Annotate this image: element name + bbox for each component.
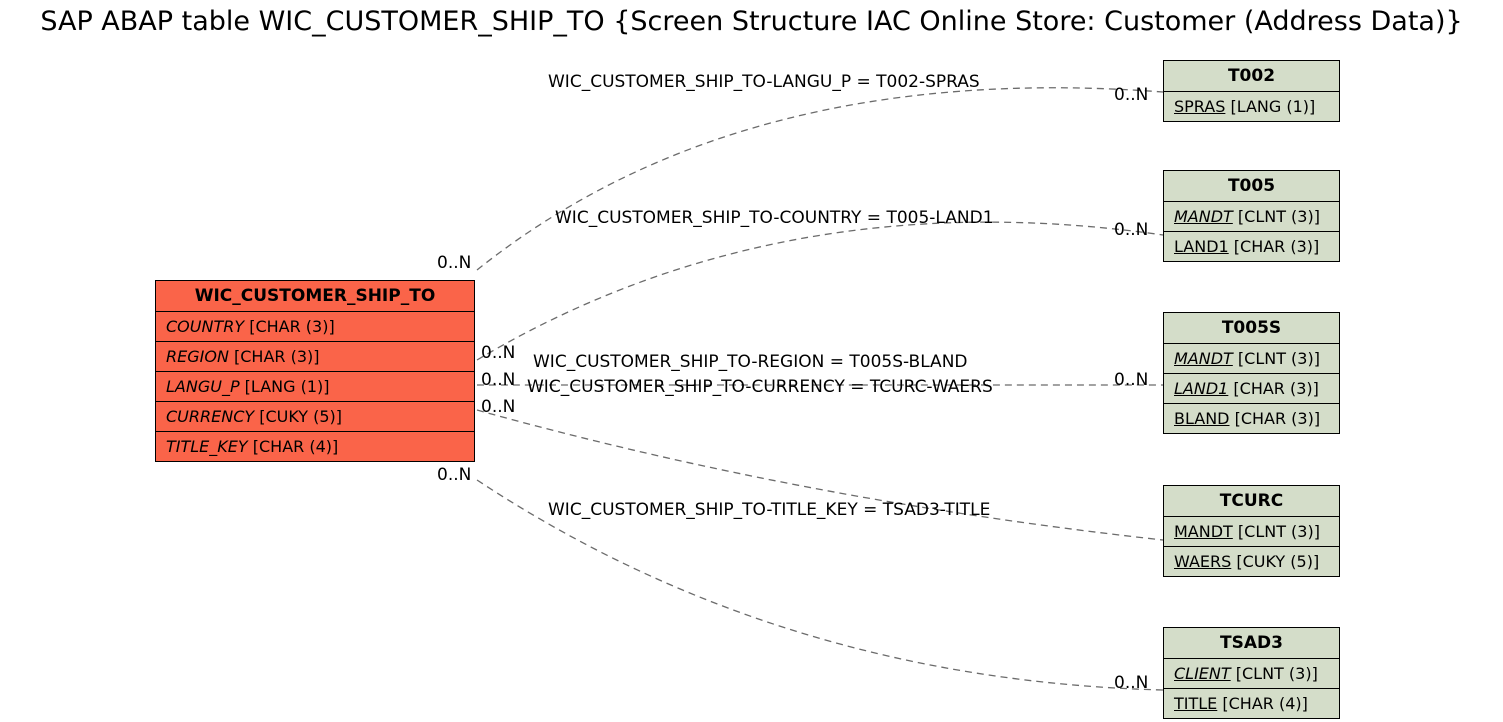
ref-table-t005s: T005SMANDT [CLNT (3)]LAND1 [CHAR (3)]BLA… xyxy=(1163,312,1340,434)
main-table-row: COUNTRY [CHAR (3)] xyxy=(156,312,474,342)
cardinality-right: 0..N xyxy=(1114,673,1148,693)
ref-table-tcurc: TCURCMANDT [CLNT (3)]WAERS [CUKY (5)] xyxy=(1163,485,1340,577)
main-table-row: LANGU_P [LANG (1)] xyxy=(156,372,474,402)
ref-table-row: CLIENT [CLNT (3)] xyxy=(1164,659,1339,689)
ref-table-row: MANDT [CLNT (3)] xyxy=(1164,202,1339,232)
ref-table-row: SPRAS [LANG (1)] xyxy=(1164,92,1339,121)
ref-table-header: TCURC xyxy=(1164,486,1339,517)
connector-line xyxy=(477,410,1163,540)
connector-line xyxy=(477,222,1163,360)
ref-table-row: TITLE [CHAR (4)] xyxy=(1164,689,1339,718)
main-table-header: WIC_CUSTOMER_SHIP_TO xyxy=(156,281,474,312)
ref-table-t002: T002SPRAS [LANG (1)] xyxy=(1163,60,1340,122)
relation-label: WIC_CUSTOMER_SHIP_TO-COUNTRY = T005-LAND… xyxy=(555,208,994,228)
ref-table-row: MANDT [CLNT (3)] xyxy=(1164,344,1339,374)
ref-table-t005: T005MANDT [CLNT (3)]LAND1 [CHAR (3)] xyxy=(1163,170,1340,262)
main-table-row: CURRENCY [CUKY (5)] xyxy=(156,402,474,432)
main-table-row: TITLE_KEY [CHAR (4)] xyxy=(156,432,474,461)
ref-table-row: MANDT [CLNT (3)] xyxy=(1164,517,1339,547)
main-table-row: REGION [CHAR (3)] xyxy=(156,342,474,372)
relation-label: WIC_CUSTOMER_SHIP_TO-TITLE_KEY = TSAD3-T… xyxy=(548,500,990,520)
cardinality-left: 0..N xyxy=(437,253,471,273)
ref-table-row: LAND1 [CHAR (3)] xyxy=(1164,374,1339,404)
ref-table-row: WAERS [CUKY (5)] xyxy=(1164,547,1339,576)
main-table: WIC_CUSTOMER_SHIP_TO COUNTRY [CHAR (3)]R… xyxy=(155,280,475,462)
connector-line xyxy=(477,88,1163,270)
ref-table-header: TSAD3 xyxy=(1164,628,1339,659)
cardinality-left: 0..N xyxy=(481,343,515,363)
ref-table-header: T005 xyxy=(1164,171,1339,202)
ref-table-header: T005S xyxy=(1164,313,1339,344)
ref-table-row: LAND1 [CHAR (3)] xyxy=(1164,232,1339,261)
diagram-title: SAP ABAP table WIC_CUSTOMER_SHIP_TO {Scr… xyxy=(0,6,1503,37)
cardinality-left: 0..N xyxy=(481,397,515,417)
cardinality-right: 0..N xyxy=(1114,85,1148,105)
cardinality-right: 0..N xyxy=(1114,220,1148,240)
relation-label: WIC_CUSTOMER_SHIP_TO-REGION = T005S-BLAN… xyxy=(533,352,968,372)
cardinality-left: 0..N xyxy=(481,370,515,390)
ref-table-tsad3: TSAD3CLIENT [CLNT (3)]TITLE [CHAR (4)] xyxy=(1163,627,1340,719)
ref-table-header: T002 xyxy=(1164,61,1339,92)
relation-label: WIC_CUSTOMER_SHIP_TO-LANGU_P = T002-SPRA… xyxy=(548,72,980,92)
cardinality-right: 0..N xyxy=(1114,370,1148,390)
relation-label: WIC_CUSTOMER_SHIP_TO-CURRENCY = TCURC-WA… xyxy=(527,377,993,397)
cardinality-left: 0..N xyxy=(437,465,471,485)
ref-table-row: BLAND [CHAR (3)] xyxy=(1164,404,1339,433)
